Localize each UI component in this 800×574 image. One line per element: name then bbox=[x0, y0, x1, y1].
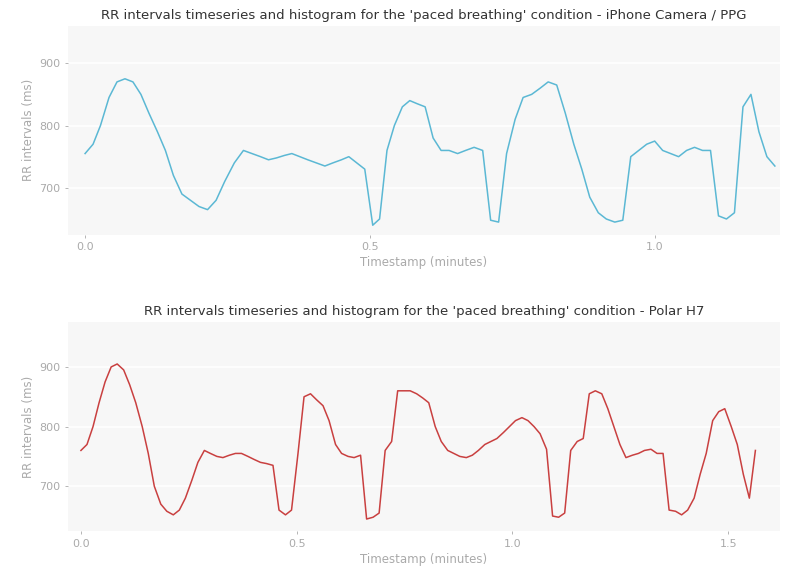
Title: RR intervals timeseries and histogram for the 'paced breathing' condition - Pola: RR intervals timeseries and histogram fo… bbox=[144, 305, 704, 318]
Title: RR intervals timeseries and histogram for the 'paced breathing' condition - iPho: RR intervals timeseries and histogram fo… bbox=[102, 9, 746, 22]
Y-axis label: RR intervals (ms): RR intervals (ms) bbox=[22, 79, 35, 181]
Y-axis label: RR intervals (ms): RR intervals (ms) bbox=[22, 375, 35, 478]
X-axis label: Timestamp (minutes): Timestamp (minutes) bbox=[361, 553, 487, 566]
X-axis label: Timestamp (minutes): Timestamp (minutes) bbox=[361, 257, 487, 269]
